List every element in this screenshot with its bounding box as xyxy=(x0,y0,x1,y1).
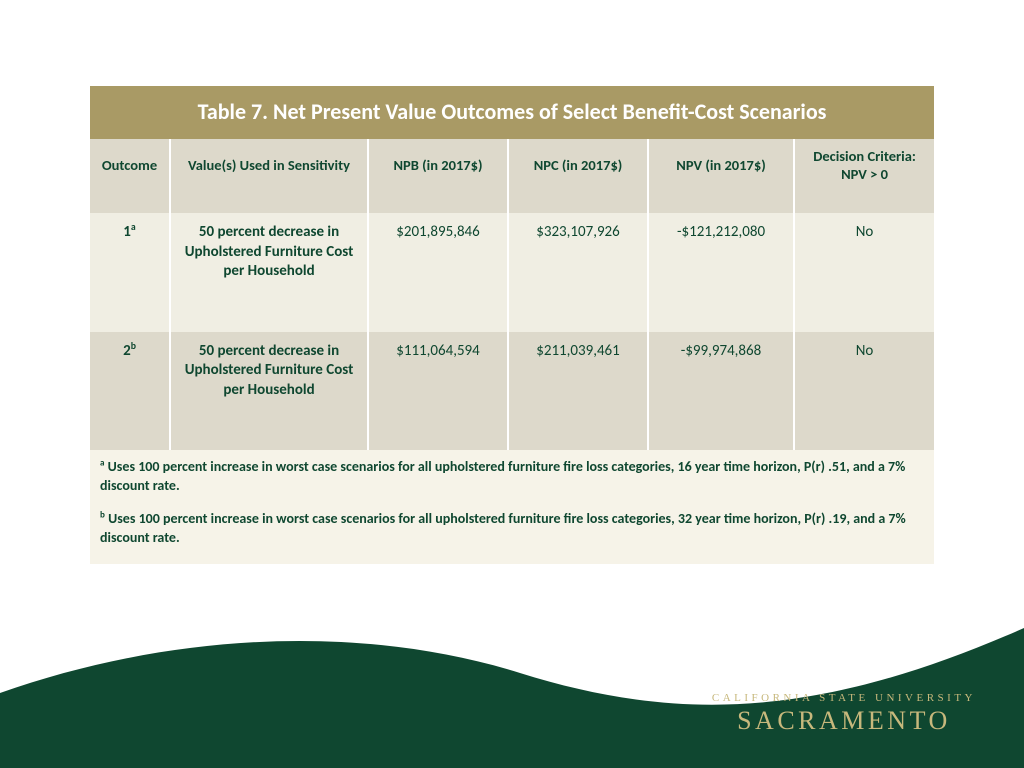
brand-line2: SACRAMENTO xyxy=(712,706,976,736)
brand-lockup: CALIFORNIA STATE UNIVERSITY SACRAMENTO xyxy=(712,692,976,736)
col-npc: NPC (in 2017$) xyxy=(508,139,648,213)
cell-sensitivity: 50 percent decrease in Upholstered Furni… xyxy=(170,332,368,451)
cell-npv: -$99,974,868 xyxy=(648,332,794,451)
table-container: Table 7. Net Present Value Outcomes of S… xyxy=(90,86,934,564)
cell-outcome: 1a xyxy=(90,213,170,332)
col-decision: Decision Criteria: NPV > 0 xyxy=(794,139,934,213)
table-row: 1a 50 percent decrease in Upholstered Fu… xyxy=(90,213,934,332)
col-npv: NPV (in 2017$) xyxy=(648,139,794,213)
slide: Table 7. Net Present Value Outcomes of S… xyxy=(0,0,1024,768)
cell-npb: $201,895,846 xyxy=(368,213,508,332)
col-outcome: Outcome xyxy=(90,139,170,213)
footnote: b Uses 100 percent increase in worst cas… xyxy=(100,510,924,548)
table-title-row: Table 7. Net Present Value Outcomes of S… xyxy=(90,86,934,139)
cell-decision: No xyxy=(794,213,934,332)
cell-npc: $323,107,926 xyxy=(508,213,648,332)
col-npb: NPB (in 2017$) xyxy=(368,139,508,213)
table-footnotes: a Uses 100 percent increase in worst cas… xyxy=(90,450,934,564)
cell-npb: $111,064,594 xyxy=(368,332,508,451)
cell-decision: No xyxy=(794,332,934,451)
table-title: Table 7. Net Present Value Outcomes of S… xyxy=(90,86,934,139)
table-header-row: Outcome Value(s) Used in Sensitivity NPB… xyxy=(90,139,934,213)
col-sensitivity: Value(s) Used in Sensitivity xyxy=(170,139,368,213)
npv-table: Table 7. Net Present Value Outcomes of S… xyxy=(90,86,934,450)
cell-npc: $211,039,461 xyxy=(508,332,648,451)
cell-outcome: 2b xyxy=(90,332,170,451)
footer-wave xyxy=(0,578,1024,768)
brand-line1: CALIFORNIA STATE UNIVERSITY xyxy=(712,692,976,704)
cell-sensitivity: 50 percent decrease in Upholstered Furni… xyxy=(170,213,368,332)
footnote: a Uses 100 percent increase in worst cas… xyxy=(100,458,924,496)
cell-npv: -$121,212,080 xyxy=(648,213,794,332)
table-row: 2b 50 percent decrease in Upholstered Fu… xyxy=(90,332,934,451)
